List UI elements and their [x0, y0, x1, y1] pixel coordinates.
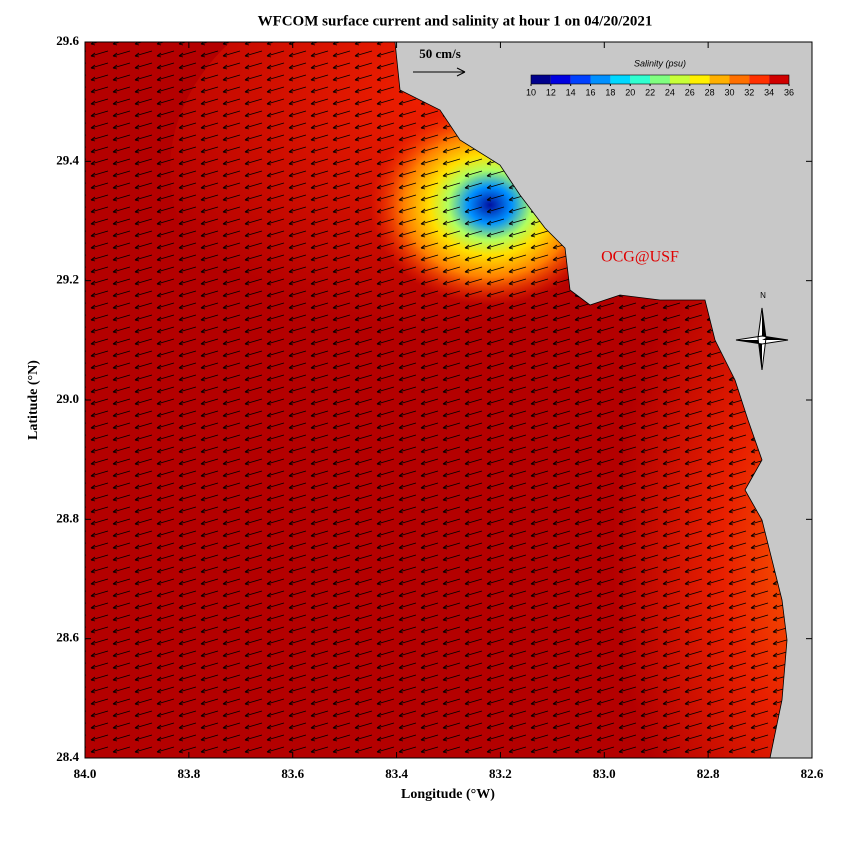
x-tick-label: 83.2 [489, 766, 512, 781]
compass: N [735, 291, 789, 371]
vector-scale-arrow [413, 67, 466, 77]
colorbar-segment [630, 75, 651, 84]
x-tick-label: 83.6 [281, 766, 304, 781]
colorbar-segment [769, 75, 789, 84]
y-tick-label: 29.0 [56, 391, 79, 406]
colorbar-tick-label: 36 [784, 87, 794, 97]
x-tick-label: 83.4 [385, 766, 408, 781]
colorbar-tick-label: 22 [645, 87, 655, 97]
colorbar-tick-label: 20 [625, 87, 635, 97]
x-tick-label: 84.0 [74, 766, 97, 781]
colorbar-segment [590, 75, 611, 84]
y-axis-label: Latitude (°N) [26, 360, 41, 440]
y-tick-label: 29.4 [56, 152, 79, 167]
colorbar-segment [749, 75, 770, 84]
colorbar-tick-label: 10 [526, 87, 536, 97]
colorbar-segment [531, 75, 551, 84]
land [394, 42, 812, 758]
colorbar-tick-label: 24 [665, 87, 675, 97]
colorbar-tick-label: 12 [546, 87, 556, 97]
colorbar-segment [650, 75, 670, 84]
colorbar-segment [550, 75, 571, 84]
colorbar-segment [729, 75, 750, 84]
colorbar-tick-label: 34 [764, 87, 774, 97]
colorbar-tick-label: 32 [744, 87, 754, 97]
colorbar-segment [709, 75, 730, 84]
chart-title: WFCOM surface current and salinity at ho… [258, 13, 653, 29]
compass-label: N [760, 291, 766, 300]
colorbar-frame [530, 74, 790, 85]
colorbar-segment [689, 75, 710, 84]
x-tick-label: 82.6 [801, 766, 824, 781]
x-tick-label: 82.8 [697, 766, 720, 781]
x-axis-label: Longitude (°W) [401, 787, 495, 802]
colorbar-tick-label: 26 [685, 87, 695, 97]
colorbar-segment [570, 75, 591, 84]
vector-scale-label: 50 cm/s [419, 46, 461, 61]
watermark: OCG@USF [601, 249, 679, 266]
colorbar-tick-label: 14 [566, 87, 576, 97]
colorbar-tick-label: 30 [724, 87, 734, 97]
colorbar-tick-label: 28 [705, 87, 715, 97]
y-tick-label: 29.2 [56, 272, 79, 287]
y-tick-label: 29.6 [56, 33, 79, 48]
colorbar-segment [610, 75, 631, 84]
colorbar-tick-label: 16 [586, 87, 596, 97]
x-tick-label: 83.8 [177, 766, 200, 781]
x-tick-label: 83.0 [593, 766, 616, 781]
y-tick-label: 28.6 [56, 630, 79, 645]
colorbar-title: Salinity (psu) [634, 58, 686, 68]
y-tick-label: 28.8 [56, 510, 79, 525]
colorbar-tick-label: 18 [605, 87, 615, 97]
map-area [85, 42, 812, 758]
compass-rose [736, 308, 788, 370]
colorbar-segment [669, 75, 690, 84]
y-tick-label: 28.4 [56, 749, 79, 764]
